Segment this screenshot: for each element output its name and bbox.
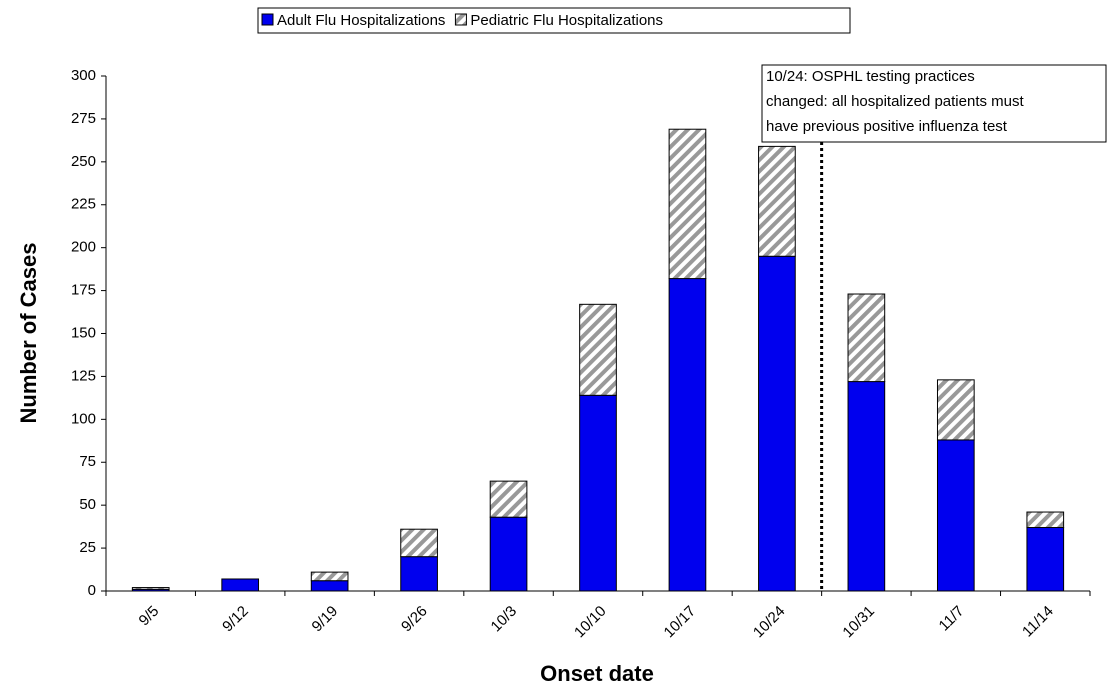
- x-tick-label: 10/17: [661, 603, 700, 642]
- bar-segment: [847, 293, 886, 383]
- annotation-box: [761, 64, 1107, 143]
- y-tick-label: 275: [71, 110, 96, 127]
- bar-segment: [221, 578, 260, 592]
- bar-segment: [131, 587, 170, 590]
- x-axis-title: Onset date: [540, 661, 654, 686]
- x-tick-label: 11/7: [936, 603, 968, 635]
- bar-segment: [847, 381, 886, 592]
- annotation-text: 10/24: OSPHL testing practices: [766, 68, 975, 85]
- y-tick-label: 125: [71, 367, 96, 384]
- x-tick-label: 10/24: [750, 603, 789, 642]
- y-tick-label: 175: [71, 282, 96, 299]
- bar-segment: [310, 571, 349, 582]
- x-tick-label: 9/19: [309, 603, 342, 636]
- bar-segment: [936, 439, 975, 592]
- bar-segment: [1026, 511, 1065, 528]
- bar-segment: [1026, 526, 1065, 592]
- y-tick-label: 75: [79, 453, 96, 470]
- y-tick-label: 250: [71, 153, 96, 170]
- y-tick-label: 100: [71, 410, 96, 427]
- x-tick-label: 9/5: [136, 603, 163, 630]
- bar-segment: [758, 255, 796, 592]
- y-tick-label: 225: [71, 196, 96, 213]
- x-tick-label: 9/26: [398, 603, 431, 636]
- y-tick-label: 50: [79, 496, 96, 513]
- y-tick-label: 200: [71, 239, 96, 256]
- legend-swatch: [261, 13, 274, 26]
- x-tick-label: 11/14: [1019, 603, 1057, 641]
- bar-segment: [668, 278, 707, 592]
- x-tick-label: 10/3: [488, 603, 521, 636]
- bar-segment: [489, 480, 528, 518]
- annotation-text: have previous positive influenza test: [766, 118, 1008, 135]
- y-tick-label: 0: [88, 582, 96, 599]
- legend-swatch: [454, 13, 467, 26]
- x-tick-label: 10/31: [839, 603, 878, 642]
- bar-segment: [668, 128, 707, 280]
- annotation-text: changed: all hospitalized patients must: [766, 93, 1024, 110]
- y-tick-label: 25: [79, 539, 96, 556]
- legend-label: Adult Flu Hospitalizations: [277, 12, 445, 29]
- y-tick-label: 300: [71, 67, 96, 84]
- y-tick-label: 150: [71, 324, 96, 341]
- bar-segment: [489, 516, 528, 592]
- bar-segment: [400, 556, 438, 592]
- legend-box: [257, 7, 851, 34]
- legend-label: Pediatric Flu Hospitalizations: [470, 12, 663, 29]
- bar-segment: [579, 303, 617, 396]
- y-axis-title: Number of Cases: [16, 243, 41, 424]
- bar-segment: [400, 528, 438, 558]
- bar-segment: [310, 580, 349, 592]
- bar-segment: [758, 145, 796, 257]
- bar-segment: [579, 394, 617, 592]
- x-tick-label: 9/12: [219, 603, 252, 636]
- x-tick-label: 10/10: [571, 603, 610, 642]
- bar-segment: [936, 379, 975, 441]
